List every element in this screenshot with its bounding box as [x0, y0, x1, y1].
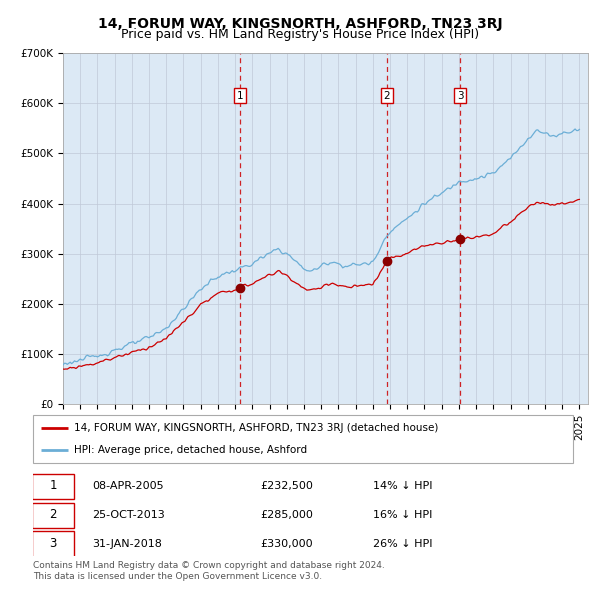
- Text: 3: 3: [457, 91, 464, 101]
- Text: 16% ↓ HPI: 16% ↓ HPI: [373, 510, 433, 520]
- Text: This data is licensed under the Open Government Licence v3.0.: This data is licensed under the Open Gov…: [33, 572, 322, 581]
- Text: £330,000: £330,000: [260, 539, 313, 549]
- Text: 2: 2: [383, 91, 390, 101]
- Text: Price paid vs. HM Land Registry's House Price Index (HPI): Price paid vs. HM Land Registry's House …: [121, 28, 479, 41]
- Text: 14, FORUM WAY, KINGSNORTH, ASHFORD, TN23 3RJ (detached house): 14, FORUM WAY, KINGSNORTH, ASHFORD, TN23…: [74, 423, 438, 433]
- Text: HPI: Average price, detached house, Ashford: HPI: Average price, detached house, Ashf…: [74, 445, 307, 455]
- FancyBboxPatch shape: [33, 415, 573, 463]
- Text: 26% ↓ HPI: 26% ↓ HPI: [373, 539, 433, 549]
- Text: 1: 1: [236, 91, 243, 101]
- FancyBboxPatch shape: [32, 532, 74, 556]
- Text: 31-JAN-2018: 31-JAN-2018: [92, 539, 162, 549]
- Text: 14% ↓ HPI: 14% ↓ HPI: [373, 481, 433, 491]
- Text: 1: 1: [49, 480, 57, 493]
- Text: 25-OCT-2013: 25-OCT-2013: [92, 510, 165, 520]
- Text: 2: 2: [49, 508, 57, 521]
- Text: 08-APR-2005: 08-APR-2005: [92, 481, 164, 491]
- FancyBboxPatch shape: [32, 474, 74, 499]
- Text: Contains HM Land Registry data © Crown copyright and database right 2024.: Contains HM Land Registry data © Crown c…: [33, 560, 385, 569]
- Text: 3: 3: [49, 537, 56, 550]
- Text: £232,500: £232,500: [260, 481, 313, 491]
- Text: 14, FORUM WAY, KINGSNORTH, ASHFORD, TN23 3RJ: 14, FORUM WAY, KINGSNORTH, ASHFORD, TN23…: [98, 17, 502, 31]
- Text: £285,000: £285,000: [260, 510, 313, 520]
- FancyBboxPatch shape: [32, 503, 74, 528]
